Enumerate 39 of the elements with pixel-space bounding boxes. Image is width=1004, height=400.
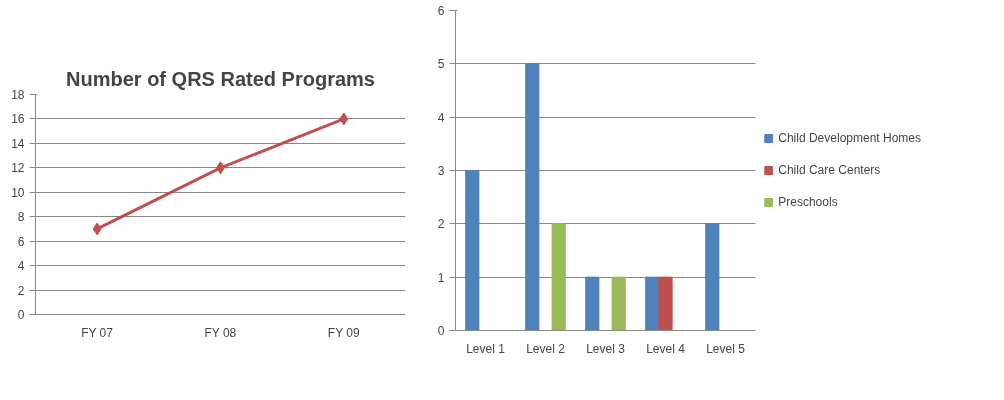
- y-tick-label: 14: [11, 136, 25, 151]
- bar: [585, 276, 600, 331]
- bar: [611, 276, 626, 331]
- y-tick-label: 0: [17, 308, 25, 322]
- y-tick-label: 0: [437, 324, 445, 338]
- point: [339, 112, 349, 126]
- y-tick-label: 10: [11, 185, 25, 200]
- y-tick-label: 18: [11, 88, 25, 102]
- bar: [525, 63, 540, 331]
- y-tick-label: 12: [11, 161, 25, 176]
- bar: [465, 170, 480, 331]
- y-tick-label: 16: [11, 112, 25, 127]
- bar: [705, 223, 720, 331]
- legend-label: Preschools: [778, 195, 838, 209]
- x-tick-label: FY 09: [327, 325, 360, 340]
- x-tick-label: Level 3: [586, 341, 626, 356]
- y-tick-label: 6: [437, 4, 445, 18]
- bar: [658, 276, 673, 331]
- y-tick-label: 5: [437, 57, 445, 72]
- x-tick-label: FY 07: [81, 325, 114, 340]
- y-tick-label: 6: [17, 234, 25, 249]
- x-tick-label: Level 2: [526, 341, 566, 356]
- y-tick-label: 4: [437, 110, 445, 125]
- point: [92, 222, 102, 236]
- x-tick-label: Level 4: [646, 341, 686, 356]
- y-tick-label: 2: [17, 283, 25, 298]
- x-tick-label: Level 1: [466, 341, 506, 356]
- legend-label: Child Care Centers: [778, 163, 881, 177]
- legend-label: Child Development Homes: [778, 131, 921, 145]
- x-tick-label: FY 08: [204, 325, 237, 340]
- chart-title: Number of QRS Rated Programs: [66, 67, 375, 90]
- bar: [645, 276, 660, 331]
- y-tick-label: 4: [17, 259, 25, 274]
- bar: [551, 223, 566, 331]
- y-tick-label: 1: [437, 270, 445, 285]
- y-tick-label: 3: [437, 164, 445, 178]
- y-tick-label: 8: [17, 210, 25, 225]
- x-tick-label: Level 5: [706, 341, 746, 356]
- y-tick-label: 2: [437, 217, 445, 232]
